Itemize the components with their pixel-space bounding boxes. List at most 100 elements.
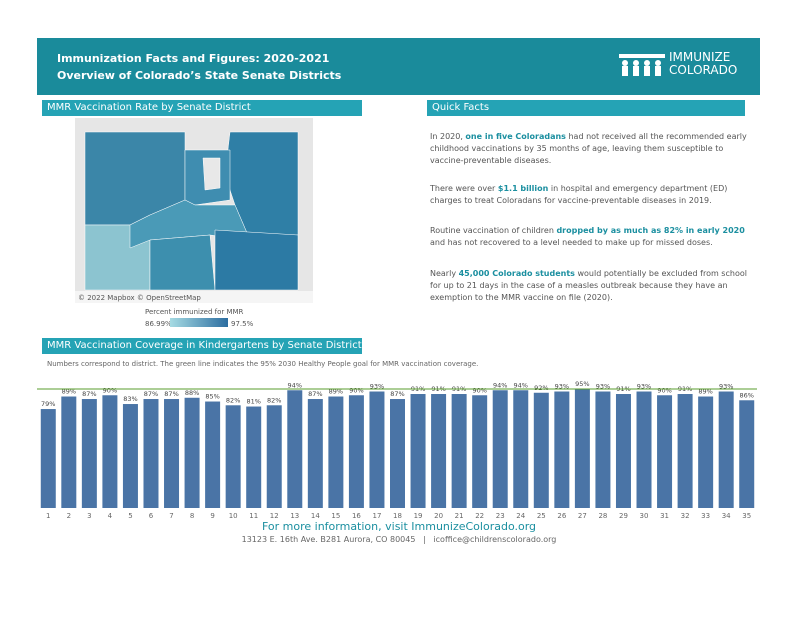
x-tick-label: 9	[210, 512, 214, 520]
bar	[513, 390, 529, 508]
value-label: 93%	[637, 383, 651, 391]
bar	[657, 395, 673, 508]
fact-text: In 2020,	[430, 132, 466, 141]
value-label: 93%	[370, 383, 384, 391]
map: © 2022 Mapbox © OpenStreetMap	[75, 118, 313, 303]
bar	[225, 405, 241, 508]
value-label: 87%	[164, 390, 178, 398]
bar	[533, 392, 549, 508]
value-label: 87%	[390, 390, 404, 398]
section-heading: MMR Vaccination Rate by Senate District	[42, 100, 362, 116]
bar	[40, 409, 56, 508]
bar	[677, 394, 693, 508]
bar	[81, 399, 97, 508]
value-label: 89%	[698, 388, 712, 396]
title: Overview of Colorado’s State Senate Dist…	[57, 69, 342, 82]
bar	[246, 406, 262, 508]
bar	[102, 395, 118, 508]
value-label: 87%	[144, 390, 158, 398]
bar	[410, 394, 426, 508]
bar	[698, 396, 714, 508]
fact-text: There were over	[430, 184, 498, 193]
section-heading: MMR Vaccination Coverage in Kindergarten…	[42, 338, 362, 354]
value-label: 85%	[205, 393, 219, 401]
bar-chart: 79% 1 89% 2 87% 3 90% 4 83% 5 87% 6 87% 7 88% 8 85% 9 82% 1…	[37, 380, 757, 520]
fact-highlight: dropped by as much as 82% in early 2020	[556, 226, 745, 235]
x-tick-label: 17	[372, 512, 381, 520]
x-tick-label: 25	[537, 512, 546, 520]
logo-line: IMMUNIZE	[669, 50, 731, 64]
x-tick-label: 15	[331, 512, 340, 520]
bar	[492, 390, 508, 508]
value-label: 89%	[329, 388, 343, 396]
fact-paragraph: There were over $1.1 billion in hospital…	[430, 183, 755, 207]
bar	[739, 400, 755, 508]
x-tick-label: 32	[681, 512, 690, 520]
separator: |	[423, 535, 426, 544]
footer-contact: 13123 E. 16th Ave. B281 Aurora, CO 80045…	[0, 535, 798, 544]
fact-highlight: 45,000 Colorado students	[458, 269, 575, 278]
address: 13123 E. 16th Ave. B281 Aurora, CO 80045	[241, 535, 416, 544]
legend-gradient	[170, 318, 228, 327]
x-tick-label: 12	[270, 512, 279, 520]
bar	[451, 394, 467, 508]
bar	[636, 391, 652, 508]
bar	[390, 399, 405, 508]
value-label: 94%	[514, 381, 528, 389]
value-label: 90%	[349, 386, 363, 394]
section-heading: Quick Facts	[427, 100, 745, 116]
value-label: 79%	[41, 400, 55, 408]
x-tick-label: 6	[149, 512, 154, 520]
value-label: 87%	[308, 390, 322, 398]
value-label: 95%	[575, 380, 589, 388]
fact-highlight: $1.1 billion	[497, 184, 549, 193]
value-label: 90%	[472, 386, 486, 394]
logo-text: IMMUNIZE COLORADO	[669, 51, 737, 77]
value-label: 94%	[493, 381, 507, 389]
x-tick-label: 35	[742, 512, 751, 520]
bar	[718, 391, 734, 508]
x-tick-label: 8	[190, 512, 194, 520]
value-label: 82%	[226, 396, 240, 404]
bar	[61, 396, 77, 508]
x-tick-label: 18	[393, 512, 402, 520]
value-label: 93%	[596, 383, 610, 391]
chart-subtitle: Numbers correspond to district. The gree…	[47, 360, 479, 368]
x-tick-label: 34	[722, 512, 731, 520]
bar	[615, 394, 631, 508]
x-tick-label: 4	[108, 512, 113, 520]
x-tick-label: 21	[455, 512, 464, 520]
fact-text: in hospital and emergency department (ED…	[430, 184, 728, 205]
x-tick-label: 20	[434, 512, 443, 520]
footer-link: For more information, visit ImmunizeColo…	[261, 520, 537, 533]
value-label: 92%	[534, 384, 548, 392]
value-label: 89%	[62, 388, 76, 396]
x-tick-label: 1	[46, 512, 50, 520]
bar	[574, 389, 590, 508]
value-label: 90%	[103, 386, 117, 394]
logo-line: COLORADO	[669, 63, 738, 77]
x-tick-label: 30	[640, 512, 649, 520]
x-tick-label: 2	[67, 512, 71, 520]
value-label: 83%	[123, 395, 137, 403]
x-tick-label: 31	[660, 512, 669, 520]
bar	[307, 399, 323, 508]
bar	[164, 399, 180, 508]
bar	[143, 399, 159, 508]
x-tick-label: 3	[87, 512, 91, 520]
bar	[554, 391, 570, 508]
bar	[184, 397, 200, 508]
value-label: 82%	[267, 396, 281, 404]
value-label: 90%	[657, 386, 671, 394]
logo-icon	[619, 54, 665, 76]
x-tick-label: 24	[516, 512, 525, 520]
bar	[472, 395, 488, 508]
map-attribution: © 2022 Mapbox © OpenStreetMap	[78, 294, 201, 302]
value-label: 88%	[185, 389, 199, 397]
x-tick-label: 19	[414, 512, 423, 520]
x-tick-label: 27	[578, 512, 587, 520]
fact-highlight: one in five Coloradans	[465, 132, 566, 141]
fact-text: and has not recovered to a level needed …	[430, 238, 713, 247]
bar	[369, 391, 385, 508]
